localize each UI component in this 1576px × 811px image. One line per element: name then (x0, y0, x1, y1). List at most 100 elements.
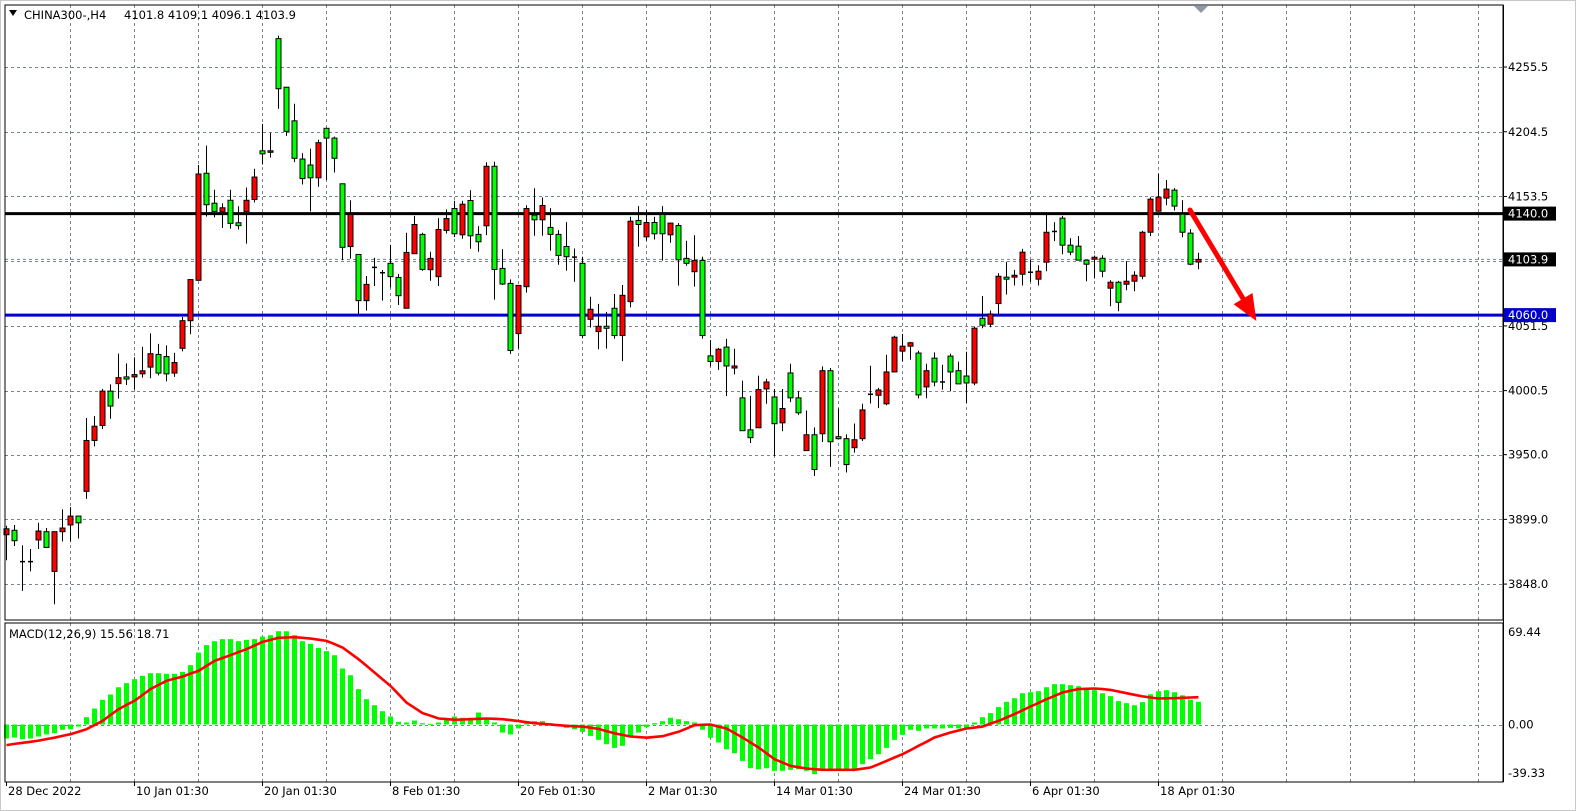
candle (923, 363, 930, 399)
macd-histogram-bar (980, 717, 985, 725)
candle-body (875, 389, 882, 396)
macd-indicator (4, 631, 1201, 775)
candle-body (931, 357, 938, 383)
candle (372, 257, 377, 287)
candle-body (1083, 259, 1090, 265)
candle (843, 434, 850, 473)
candle-body (643, 221, 650, 238)
macd-histogram-bar (612, 724, 617, 748)
candle (267, 132, 274, 158)
macd-histogram-bar (580, 724, 585, 732)
chart-shift-marker-icon[interactable] (1194, 6, 1208, 13)
price-axis-label: 4255.5 (1508, 60, 1548, 74)
macd-histogram-bar (876, 724, 881, 755)
candle (1131, 271, 1138, 292)
macd-histogram-bar (300, 641, 305, 725)
candle-body (963, 375, 970, 384)
candle (819, 366, 826, 442)
candle (139, 346, 146, 378)
macd-histogram-bar (956, 724, 961, 729)
candle (835, 408, 842, 440)
time-axis-label: 14 Mar 01:30 (776, 784, 853, 798)
macd-histogram-bar (1012, 698, 1017, 725)
candle (403, 232, 410, 309)
candle-body (435, 228, 442, 278)
candle-body (307, 164, 314, 179)
candle-body (11, 529, 18, 542)
candle-body (1035, 270, 1042, 280)
main-panel-border (4, 4, 1504, 621)
macd-histogram-bar (180, 671, 185, 725)
candle (707, 339, 714, 367)
macd-histogram-bar (1052, 684, 1057, 725)
candle (595, 303, 602, 350)
candle (35, 522, 42, 549)
time-axis-label: 2 Mar 01:30 (648, 784, 717, 798)
candle (443, 209, 450, 234)
candle-body (755, 389, 762, 429)
candle (539, 197, 546, 236)
candle-body (707, 355, 714, 363)
candle-body (747, 429, 754, 439)
candle (523, 205, 530, 293)
collapse-triangle-icon[interactable] (9, 10, 17, 16)
candle-body (835, 436, 842, 440)
arrow-shaft[interactable] (1187, 207, 1246, 302)
macd-histogram-bar (1060, 684, 1065, 725)
macd-histogram-bar (324, 651, 329, 725)
candle-body (395, 276, 402, 297)
candle (355, 253, 362, 314)
macd-histogram-bar (604, 724, 609, 745)
support-price-tag: 4060.0 (1508, 308, 1548, 322)
candle (1019, 248, 1026, 286)
macd-histogram-bar (172, 673, 177, 725)
candle (475, 226, 482, 252)
candle (419, 232, 426, 271)
candle-body (163, 356, 170, 375)
candle (755, 375, 762, 429)
candle (627, 216, 634, 308)
candle-body (363, 283, 370, 302)
candle (435, 218, 442, 287)
macd-histogram-bar (1148, 694, 1153, 725)
candle (979, 295, 986, 329)
candle (1099, 255, 1106, 278)
candle-body (1123, 280, 1130, 285)
macd-histogram-bar (412, 720, 417, 725)
macd-histogram-bar (916, 724, 921, 731)
candle-body (1043, 231, 1050, 263)
candle-body (59, 527, 66, 533)
macd-histogram-bar (380, 711, 385, 725)
horizontal-levels[interactable] (5, 212, 1503, 317)
macd-histogram-bar (964, 724, 969, 728)
candle (1035, 265, 1042, 286)
macd-histogram-bar (660, 721, 665, 725)
current-price-tag-bg (1504, 252, 1556, 267)
macd-histogram-bar (1036, 691, 1041, 725)
candle (107, 384, 114, 419)
candle-body (811, 434, 818, 471)
candle (579, 256, 586, 339)
macd-histogram-bar (196, 652, 201, 725)
macd-histogram-bar (764, 724, 769, 769)
macd-histogram-bar (988, 713, 993, 725)
macd-histogram-bar (76, 724, 81, 727)
arrow-head-icon[interactable] (1233, 292, 1257, 321)
candle-body (283, 86, 290, 132)
candle (1043, 214, 1050, 272)
down-arrow-annotation[interactable] (1187, 207, 1257, 321)
candle-body (419, 233, 426, 270)
candle-body (443, 218, 450, 231)
macd-histogram-bar (1140, 702, 1145, 725)
candle (1083, 259, 1090, 282)
candle-body (483, 165, 490, 227)
candle (291, 103, 298, 163)
macd-histogram-bar (628, 724, 633, 736)
candle-body (1187, 232, 1194, 265)
candle (572, 248, 577, 282)
candle-body (131, 374, 138, 378)
candle-body (219, 207, 226, 212)
candle-body (411, 224, 418, 255)
candle-body (515, 284, 522, 335)
